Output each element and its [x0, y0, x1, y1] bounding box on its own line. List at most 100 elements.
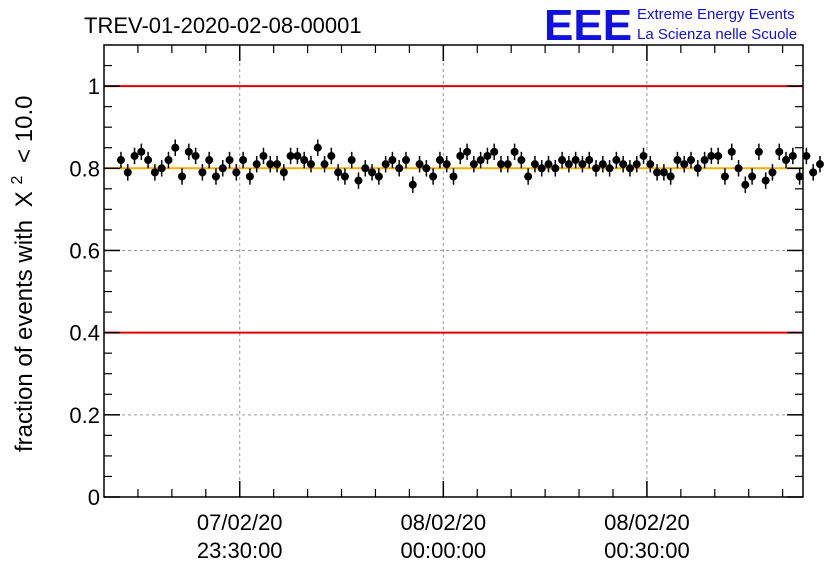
- y-axis-label-threshold: < 10.0: [11, 96, 38, 163]
- y-tick-label: 0.6: [69, 238, 100, 263]
- data-point: [225, 156, 234, 165]
- data-point: [530, 160, 539, 169]
- data-point: [205, 156, 214, 165]
- data-point: [300, 156, 309, 165]
- data-point: [612, 156, 621, 165]
- x-tick-label-time: 00:30:00: [604, 538, 690, 563]
- data-point: [456, 151, 465, 160]
- data-point: [415, 160, 424, 169]
- data-point: [137, 147, 146, 156]
- y-tick-label: 0.2: [69, 403, 100, 428]
- x-tick-label-date: 07/02/20: [197, 510, 283, 535]
- data-point: [171, 143, 180, 152]
- eee-logo-line2: La Scienza nelle Scuole: [637, 26, 797, 43]
- data-point: [286, 151, 295, 160]
- data-point: [761, 176, 770, 185]
- data-point: [178, 172, 187, 181]
- data-point: [754, 147, 763, 156]
- data-point: [815, 160, 824, 169]
- data-point: [354, 176, 363, 185]
- data-point: [503, 160, 512, 169]
- data-point: [619, 160, 628, 169]
- data-point: [130, 151, 139, 160]
- data-point: [422, 164, 431, 173]
- data-point: [748, 172, 757, 181]
- data-point: [368, 168, 377, 177]
- y-tick-label: 1: [88, 74, 100, 99]
- data-point: [544, 160, 553, 169]
- data-point: [334, 168, 343, 177]
- data-point: [558, 156, 567, 165]
- data-point: [157, 164, 166, 173]
- data-point: [625, 164, 634, 173]
- data-point: [632, 160, 641, 169]
- data-point: [340, 172, 349, 181]
- data-point: [239, 156, 248, 165]
- data-point: [490, 147, 499, 156]
- data-point: [116, 156, 125, 165]
- data-point: [245, 172, 254, 181]
- data-point: [449, 172, 458, 181]
- data-point: [510, 147, 519, 156]
- data-point: [734, 164, 743, 173]
- data-point: [693, 164, 702, 173]
- data-point: [551, 164, 560, 173]
- data-point: [361, 164, 370, 173]
- data-point: [144, 156, 153, 165]
- data-point: [646, 160, 655, 169]
- data-point: [524, 172, 533, 181]
- data-point: [673, 156, 682, 165]
- data-point: [795, 172, 804, 181]
- data-point: [150, 168, 159, 177]
- data-point: [714, 151, 723, 160]
- data-point: [463, 147, 472, 156]
- data-point: [775, 147, 784, 156]
- data-point: [218, 164, 227, 173]
- data-point: [592, 164, 601, 173]
- data-point: [598, 160, 607, 169]
- y-tick-label: 0: [88, 485, 100, 510]
- data-point: [232, 168, 241, 177]
- data-point: [483, 151, 492, 160]
- eee-logo-line1: Extreme Energy Events: [637, 6, 795, 23]
- x-tick-label-time: 00:00:00: [401, 538, 487, 563]
- y-axis-label: fraction of events with X 2 < 10.0: [1, 96, 38, 452]
- data-point: [788, 151, 797, 160]
- data-point: [435, 156, 444, 165]
- data-point: [164, 156, 173, 165]
- data-point: [768, 168, 777, 177]
- reference-lines: [104, 85, 803, 334]
- data-point: [497, 160, 506, 169]
- x-tick-label-date: 08/02/20: [604, 510, 690, 535]
- eee-logo: EEE Extreme Energy Events La Scienza nel…: [544, 1, 797, 50]
- data-point: [184, 147, 193, 156]
- data-point: [306, 160, 315, 169]
- data-point: [537, 164, 546, 173]
- data-point: [198, 168, 207, 177]
- data-point: [395, 164, 404, 173]
- data-point: [313, 143, 322, 152]
- data-point: [687, 156, 696, 165]
- data-point: [266, 160, 275, 169]
- data-point: [469, 160, 478, 169]
- data-point: [347, 156, 356, 165]
- data-point: [564, 160, 573, 169]
- data-point: [700, 156, 709, 165]
- y-tick-label: 0.4: [69, 321, 100, 346]
- chart-title: TREV-01-2020-02-08-00001: [84, 13, 362, 38]
- data-point: [727, 147, 736, 156]
- x-tick-label-time: 23:30:00: [197, 538, 283, 563]
- eee-logo-mark: EEE: [544, 1, 632, 50]
- data-point: [666, 172, 675, 181]
- data-point: [639, 151, 648, 160]
- data-point: [320, 160, 329, 169]
- axis-ticks: 0 0.2 0.4 0.6 0.8 1 07/02/20 23:30:00 08/02/20 00…: [69, 45, 803, 563]
- data-point: [653, 168, 662, 177]
- data-point: [680, 160, 689, 169]
- data-point: [720, 172, 729, 181]
- data-point: [442, 160, 451, 169]
- data-point: [809, 168, 818, 177]
- data-point: [388, 156, 397, 165]
- data-point: [191, 151, 200, 160]
